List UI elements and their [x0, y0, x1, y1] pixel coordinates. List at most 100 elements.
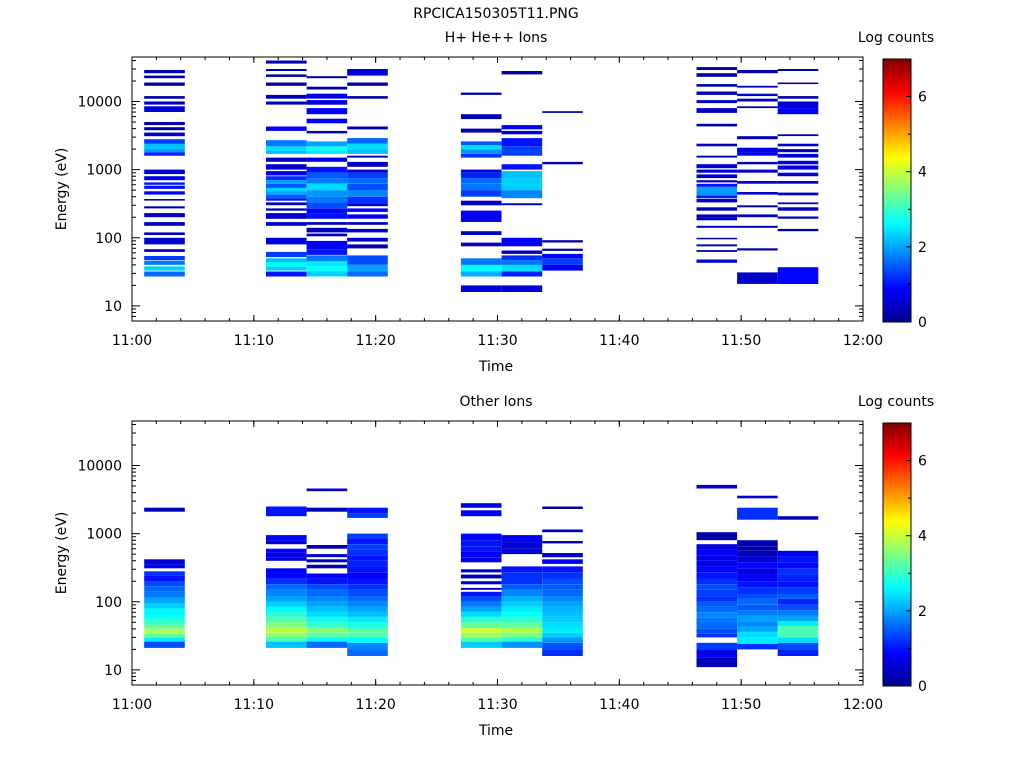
heatmap-cell — [501, 606, 543, 612]
heatmap-cell — [306, 157, 348, 162]
heatmap-cell — [696, 612, 738, 618]
heatmap-cell — [542, 632, 583, 638]
panel-h-he-ions: 11:00 11:10 11:20 11:30 11:40 11:50 12:00 1010… — [54, 30, 934, 375]
heatmap-cell — [777, 207, 819, 211]
heatmap-cell — [306, 507, 348, 512]
heatmap-cell — [737, 181, 778, 184]
heatmap-cell — [501, 622, 543, 628]
heatmap-cell — [144, 75, 185, 79]
heatmap-cell — [777, 604, 819, 611]
heatmap-cell — [501, 125, 543, 130]
heatmap-cell — [266, 198, 307, 201]
heatmap-cell — [144, 139, 185, 144]
heatmap-cell — [144, 222, 185, 226]
heatmap-cell — [777, 594, 819, 599]
colorbar — [882, 58, 912, 323]
heatmap-cell — [266, 94, 307, 99]
heatmap-cell — [737, 136, 778, 140]
heatmap-cell — [306, 93, 348, 99]
heatmap-cell — [306, 249, 348, 255]
heatmap-cell — [696, 572, 738, 579]
heatmap-cell — [460, 510, 502, 517]
y-tick-label: 10000 — [77, 459, 122, 475]
heatmap-cell — [777, 202, 819, 205]
heatmap-cell — [144, 101, 185, 105]
heatmap-cell — [542, 506, 583, 509]
heatmap-cell — [306, 146, 348, 151]
heatmap-cell — [696, 606, 738, 613]
heatmap-cell — [460, 557, 502, 563]
heatmap-cell — [501, 584, 543, 590]
heatmap-cell — [306, 233, 348, 237]
heatmap-cell — [266, 183, 307, 188]
heatmap-cell — [266, 176, 307, 181]
heatmap-cell — [542, 566, 583, 573]
heatmap-cell — [737, 562, 778, 569]
heatmap-cell — [737, 604, 778, 611]
heatmap-cell — [144, 185, 185, 189]
x-tick-label: 11:40 — [599, 697, 639, 713]
heatmap-cell — [696, 199, 738, 203]
colorbar-tick-label: 6 — [918, 90, 927, 106]
heatmap-cell — [542, 606, 583, 612]
heatmap-cell — [542, 637, 583, 643]
heatmap-cell — [737, 637, 778, 644]
heatmap-cell — [306, 545, 348, 549]
heatmap-cell — [144, 237, 185, 245]
heatmap-cell — [501, 589, 543, 597]
heatmap-cell — [306, 150, 348, 154]
heatmap-cell — [460, 596, 502, 602]
heatmap-cell — [144, 507, 185, 512]
heatmap-cell — [347, 601, 388, 607]
heatmap-cell — [777, 568, 819, 575]
heatmap-cell — [777, 621, 819, 626]
heatmap-cell — [306, 641, 348, 648]
heatmap-cell — [542, 541, 583, 544]
heatmap-cell — [266, 60, 307, 64]
heatmap-cell — [501, 190, 543, 199]
heatmap-cells — [144, 484, 819, 668]
heatmap-cell — [696, 532, 738, 541]
heatmap-cell — [347, 155, 388, 158]
heatmap-cell — [696, 589, 738, 597]
heatmap-cell — [542, 529, 583, 533]
heatmap-cell — [266, 557, 307, 561]
heatmap-cell — [144, 603, 185, 609]
heatmap-cell — [501, 601, 543, 607]
heatmap-cell — [347, 178, 388, 184]
heatmap-cell — [696, 259, 738, 263]
heatmap-cell — [306, 596, 348, 602]
x-tick-label: 11:20 — [355, 697, 395, 713]
heatmap-cell — [460, 546, 502, 552]
heatmap-cell — [460, 533, 502, 541]
heatmap-cell — [266, 213, 307, 219]
heatmap-cell — [347, 596, 388, 602]
heatmap-cell — [306, 622, 348, 628]
heatmap-cell — [460, 616, 502, 623]
heatmap-cell — [737, 587, 778, 594]
heatmap-cell — [737, 248, 778, 251]
heatmap-cell — [347, 572, 388, 579]
heatmap-cell — [347, 589, 388, 597]
heatmap-cell — [347, 584, 388, 590]
heatmap-cell — [347, 196, 388, 204]
heatmap-cell — [460, 242, 502, 247]
heatmap-cell — [347, 138, 388, 144]
heatmap-cell — [737, 98, 778, 102]
heatmap-cell — [347, 69, 388, 76]
heatmap-cell — [266, 606, 307, 612]
heatmap-cell — [347, 513, 388, 518]
heatmap-cell — [347, 616, 388, 623]
heatmap-cell — [347, 222, 388, 225]
heatmap-cell — [144, 106, 185, 112]
heatmap-cell — [777, 101, 819, 109]
heatmap-cell — [542, 627, 583, 633]
heatmap-cell — [737, 214, 778, 218]
heatmap-cell — [266, 251, 307, 258]
y-tick-label: 10000 — [77, 95, 122, 111]
heatmap-cell — [460, 128, 502, 133]
heatmap-cell — [266, 627, 307, 633]
heatmap-cell — [306, 166, 348, 173]
heatmap-cell — [696, 155, 738, 158]
